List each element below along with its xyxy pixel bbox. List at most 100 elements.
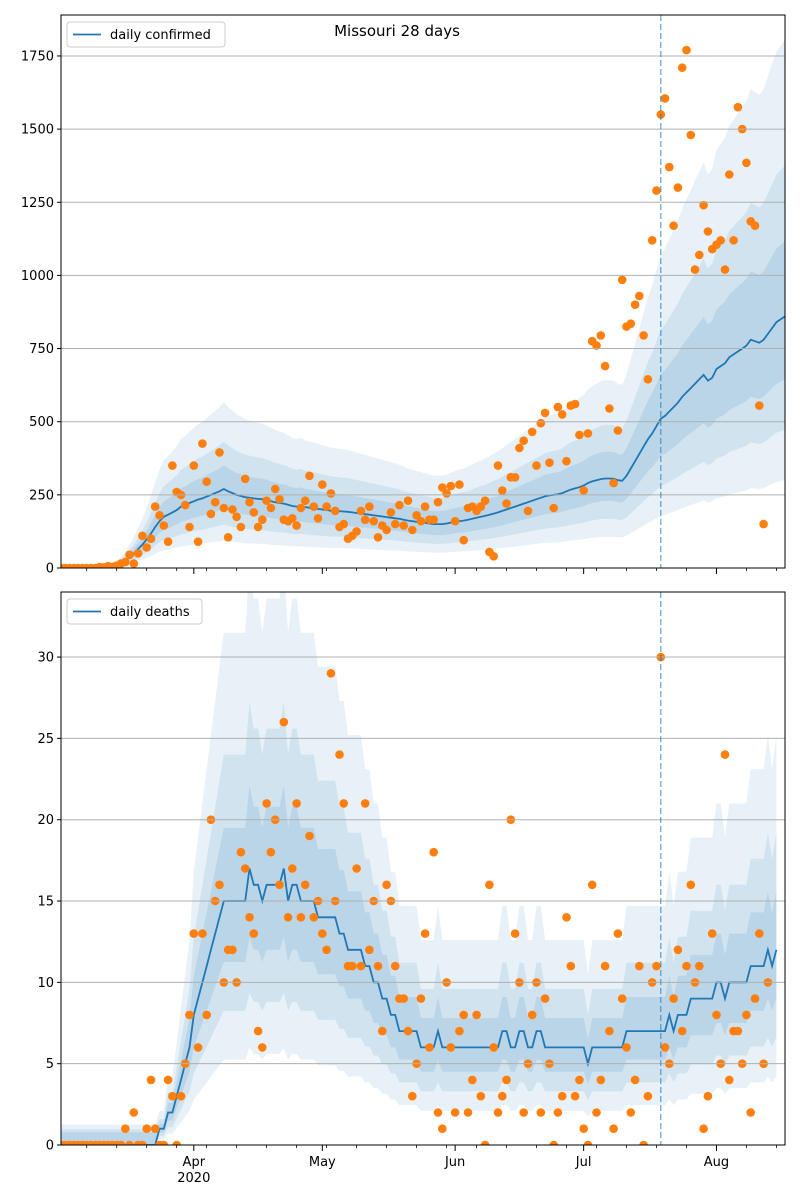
data-point bbox=[677, 1026, 687, 1036]
data-point bbox=[600, 361, 610, 371]
y-tick-label: 30 bbox=[37, 651, 54, 666]
data-point bbox=[613, 929, 623, 938]
data-point bbox=[716, 236, 725, 245]
x-tick-label: Jul bbox=[575, 1155, 592, 1170]
data-point bbox=[652, 186, 661, 195]
data-point bbox=[228, 505, 237, 514]
data-point bbox=[373, 961, 383, 971]
data-point bbox=[378, 1026, 387, 1036]
data-point bbox=[712, 1010, 721, 1020]
data-point bbox=[746, 1108, 755, 1117]
data-point bbox=[549, 503, 558, 513]
series-line bbox=[61, 868, 778, 1145]
data-point bbox=[232, 512, 241, 522]
data-point bbox=[463, 1108, 473, 1117]
data-point bbox=[146, 534, 156, 543]
data-point bbox=[613, 426, 623, 435]
uncertainty-band bbox=[61, 592, 777, 1145]
data-point bbox=[596, 331, 606, 340]
deaths-panel: 0 5 10 15 20 25 30 Apr May Jun Jul Aug 2020 daily dea… bbox=[37, 591, 786, 1186]
data-point bbox=[335, 750, 344, 759]
data-point bbox=[755, 929, 764, 938]
data-point bbox=[626, 319, 636, 329]
data-point bbox=[326, 489, 336, 498]
data-point bbox=[403, 496, 413, 506]
data-point bbox=[566, 961, 576, 971]
y-tick-label: 0 bbox=[46, 1139, 54, 1154]
x-tick-label: May bbox=[309, 1155, 336, 1170]
data-point bbox=[669, 221, 678, 230]
data-point bbox=[660, 94, 670, 103]
data-point bbox=[121, 1124, 130, 1133]
data-point bbox=[420, 929, 430, 938]
data-point bbox=[429, 515, 439, 524]
data-point bbox=[395, 500, 404, 510]
data-point bbox=[652, 961, 661, 971]
data-point bbox=[489, 1043, 499, 1052]
data-point bbox=[399, 521, 409, 530]
data-point bbox=[553, 1108, 563, 1117]
data-point bbox=[193, 1043, 203, 1052]
data-point bbox=[575, 430, 584, 440]
data-point bbox=[489, 552, 499, 561]
uncertainty-band bbox=[61, 39, 785, 568]
data-point bbox=[352, 527, 361, 536]
data-point bbox=[262, 496, 271, 506]
data-point bbox=[583, 1140, 593, 1145]
data-point bbox=[390, 519, 400, 529]
data-point bbox=[185, 522, 194, 532]
data-point bbox=[253, 1026, 263, 1036]
axes-frame bbox=[60, 591, 786, 1146]
data-point bbox=[725, 1075, 734, 1085]
data-point bbox=[429, 847, 439, 857]
data-point bbox=[493, 461, 503, 470]
data-point bbox=[245, 913, 254, 922]
data-point bbox=[382, 880, 391, 890]
y-tick-label: 5 bbox=[46, 1057, 54, 1072]
data-point bbox=[142, 543, 151, 552]
data-point bbox=[313, 514, 323, 523]
data-point bbox=[373, 533, 383, 542]
data-point bbox=[189, 461, 199, 470]
data-point bbox=[742, 1010, 751, 1020]
data-point bbox=[420, 502, 430, 511]
data-point bbox=[519, 1108, 528, 1117]
data-point bbox=[305, 471, 314, 481]
data-point bbox=[180, 500, 190, 510]
data-point bbox=[163, 1075, 173, 1085]
data-point bbox=[288, 864, 297, 873]
data-point bbox=[725, 170, 734, 179]
data-point bbox=[133, 549, 143, 558]
data-point bbox=[330, 506, 340, 516]
data-point bbox=[643, 1091, 653, 1101]
data-point bbox=[450, 516, 460, 526]
data-point bbox=[296, 503, 306, 513]
data-point bbox=[695, 250, 704, 260]
data-point bbox=[553, 402, 563, 412]
chart-title: Missouri 28 days bbox=[334, 22, 460, 40]
data-point bbox=[587, 880, 597, 890]
data-point bbox=[755, 401, 764, 410]
data-point bbox=[459, 1010, 469, 1020]
data-point bbox=[352, 864, 361, 873]
data-point bbox=[318, 480, 327, 489]
data-point bbox=[390, 961, 400, 971]
data-point bbox=[455, 1026, 464, 1036]
data-point bbox=[150, 1124, 160, 1133]
data-point bbox=[146, 1075, 156, 1085]
data-point bbox=[150, 502, 160, 511]
uncertainty-band bbox=[61, 165, 785, 568]
data-point bbox=[485, 880, 494, 890]
y-tick-label: 250 bbox=[29, 488, 54, 503]
data-point bbox=[163, 537, 173, 546]
data-point bbox=[446, 481, 456, 491]
data-point bbox=[121, 557, 130, 567]
data-point bbox=[125, 550, 134, 560]
legend-box bbox=[66, 598, 203, 625]
data-point bbox=[720, 265, 730, 274]
data-point bbox=[172, 1140, 181, 1145]
data-point bbox=[639, 1140, 648, 1145]
data-point bbox=[703, 227, 713, 236]
x-tick-label: Apr bbox=[183, 1155, 206, 1170]
data-point bbox=[412, 511, 421, 520]
